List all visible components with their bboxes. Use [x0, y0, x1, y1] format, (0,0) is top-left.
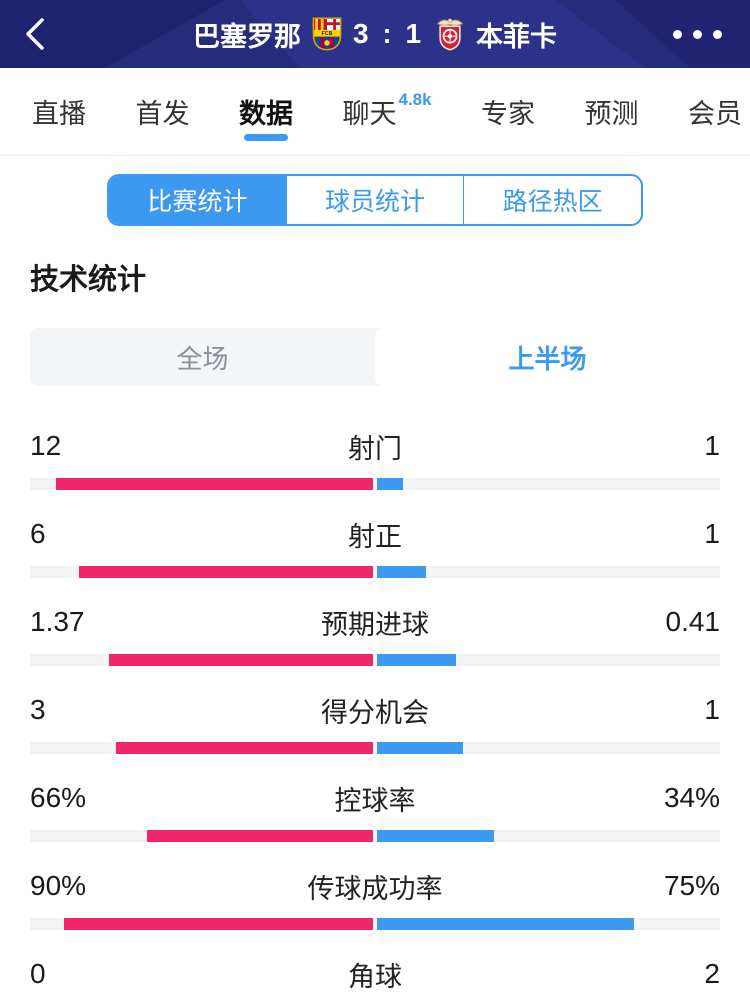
stat-label: 得分机会	[321, 697, 429, 728]
stat-head: 0 角球 2	[30, 958, 720, 992]
stat-row: 6 射正 1	[30, 518, 720, 578]
away-bar-fill	[377, 566, 427, 578]
more-menu-button[interactable]	[662, 0, 732, 68]
home-value: 1.37	[30, 606, 85, 637]
stat-label: 射正	[348, 521, 402, 552]
home-bar-fill	[79, 566, 373, 578]
chat-count-badge: 4.8k	[398, 89, 432, 109]
home-bar-fill	[64, 918, 373, 930]
dot	[692, 29, 702, 39]
away-value: 75%	[663, 870, 720, 901]
tab-label: 预测	[584, 99, 639, 129]
away-bar-fill	[377, 654, 456, 666]
period-toggle: 全场 上半场	[30, 328, 720, 386]
stat-row: 66% 控球率 34%	[30, 782, 720, 842]
stat-head: 3 得分机会 1	[30, 694, 720, 728]
tab-label: 聊天	[342, 99, 397, 129]
home-bar-fill	[115, 742, 373, 754]
away-value: 0.41	[665, 606, 721, 637]
away-bar-fill	[377, 830, 494, 842]
segment-heatmap[interactable]: 路径热区	[463, 176, 641, 224]
stat-row: 0 角球 2	[30, 958, 720, 1001]
home-value: 90%	[30, 870, 87, 901]
tab-data[interactable]: 数据	[237, 68, 295, 156]
svg-text:FCB: FCB	[322, 31, 333, 37]
match-header: 巴塞罗那 FCB 3 : 1	[0, 0, 750, 68]
stat-label: 角球	[348, 961, 402, 992]
away-value: 2	[704, 958, 720, 989]
stat-row: 12 射门 1	[30, 430, 720, 490]
tab-predictions[interactable]: 预测	[583, 68, 641, 156]
away-value: 1	[704, 694, 720, 725]
stat-head: 90% 传球成功率 75%	[30, 870, 720, 904]
away-value: 34%	[663, 782, 720, 813]
main-tabbar: 直播 首发 数据 聊天 4.8k 专家 预测 会员	[0, 68, 750, 156]
stat-row: 90% 传球成功率 75%	[30, 870, 720, 930]
barcelona-crest-icon: FCB	[312, 17, 342, 51]
away-bar-fill	[377, 478, 404, 490]
tab-experts[interactable]: 专家	[479, 68, 537, 156]
dot	[712, 29, 722, 39]
benfica-crest-icon	[436, 18, 464, 51]
away-bar-fill	[377, 742, 463, 754]
home-value: 6	[30, 518, 46, 549]
dot	[672, 29, 682, 39]
toggle-full-match[interactable]: 全场	[176, 343, 229, 374]
away-value: 1	[704, 518, 720, 549]
home-value: 12	[30, 430, 62, 461]
tab-lineup[interactable]: 首发	[133, 68, 191, 156]
section-title: 技术统计	[30, 264, 147, 296]
tab-label: 首发	[135, 99, 190, 129]
stat-bar-track	[30, 654, 720, 666]
active-tab-underline	[243, 133, 288, 141]
stat-bar-track	[30, 478, 720, 490]
stat-label: 射门	[348, 433, 402, 464]
stats-segmented-control: 比赛统计 球员统计 路径热区	[107, 174, 643, 226]
tab-live[interactable]: 直播	[30, 68, 88, 156]
away-bar-fill	[377, 918, 635, 930]
stat-bar-track	[30, 566, 720, 578]
toggle-first-half[interactable]: 上半场	[375, 328, 720, 386]
tab-label: 直播	[32, 99, 86, 129]
tab-membership[interactable]: 会员	[686, 68, 744, 156]
home-bar-fill	[56, 478, 373, 490]
away-team-name: 本菲卡	[476, 21, 558, 52]
away-value: 1	[704, 430, 720, 461]
back-button[interactable]	[0, 0, 70, 68]
stat-row: 1.37 预期进球 0.41	[30, 606, 720, 666]
home-value: 0	[30, 958, 46, 989]
stat-head: 12 射门 1	[30, 430, 720, 464]
match-score: 3 : 1	[352, 18, 425, 49]
home-team-name: 巴塞罗那	[192, 21, 301, 52]
stat-bar-track	[30, 918, 720, 930]
home-value: 3	[30, 694, 46, 725]
stats-list: 12 射门 1 6 射正 1 1.37 预期进球 0.41	[30, 430, 720, 1001]
stat-bar-track	[30, 742, 720, 754]
stat-label: 控球率	[334, 785, 416, 816]
stat-head: 6 射正 1	[30, 518, 720, 552]
stat-head: 1.37 预期进球 0.41	[30, 606, 721, 640]
segment-match-stats[interactable]: 比赛统计	[109, 176, 286, 224]
match-title: 巴塞罗那 FCB 3 : 1	[0, 0, 750, 68]
tab-label: 会员	[688, 99, 742, 129]
home-bar-fill	[146, 830, 373, 842]
home-bar-fill	[108, 654, 373, 666]
stat-label: 传球成功率	[307, 873, 443, 904]
back-chevron-icon	[26, 18, 44, 50]
tab-label: 数据	[238, 99, 293, 129]
home-value: 66%	[30, 782, 87, 813]
stat-bar-track	[30, 830, 720, 842]
stat-label: 预期进球	[321, 609, 429, 640]
stat-head: 66% 控球率 34%	[30, 782, 720, 816]
segment-player-stats[interactable]: 球员统计	[285, 176, 464, 224]
stat-row: 3 得分机会 1	[30, 694, 720, 754]
tab-chat[interactable]: 聊天 4.8k	[340, 68, 433, 156]
tab-label: 专家	[481, 99, 536, 129]
